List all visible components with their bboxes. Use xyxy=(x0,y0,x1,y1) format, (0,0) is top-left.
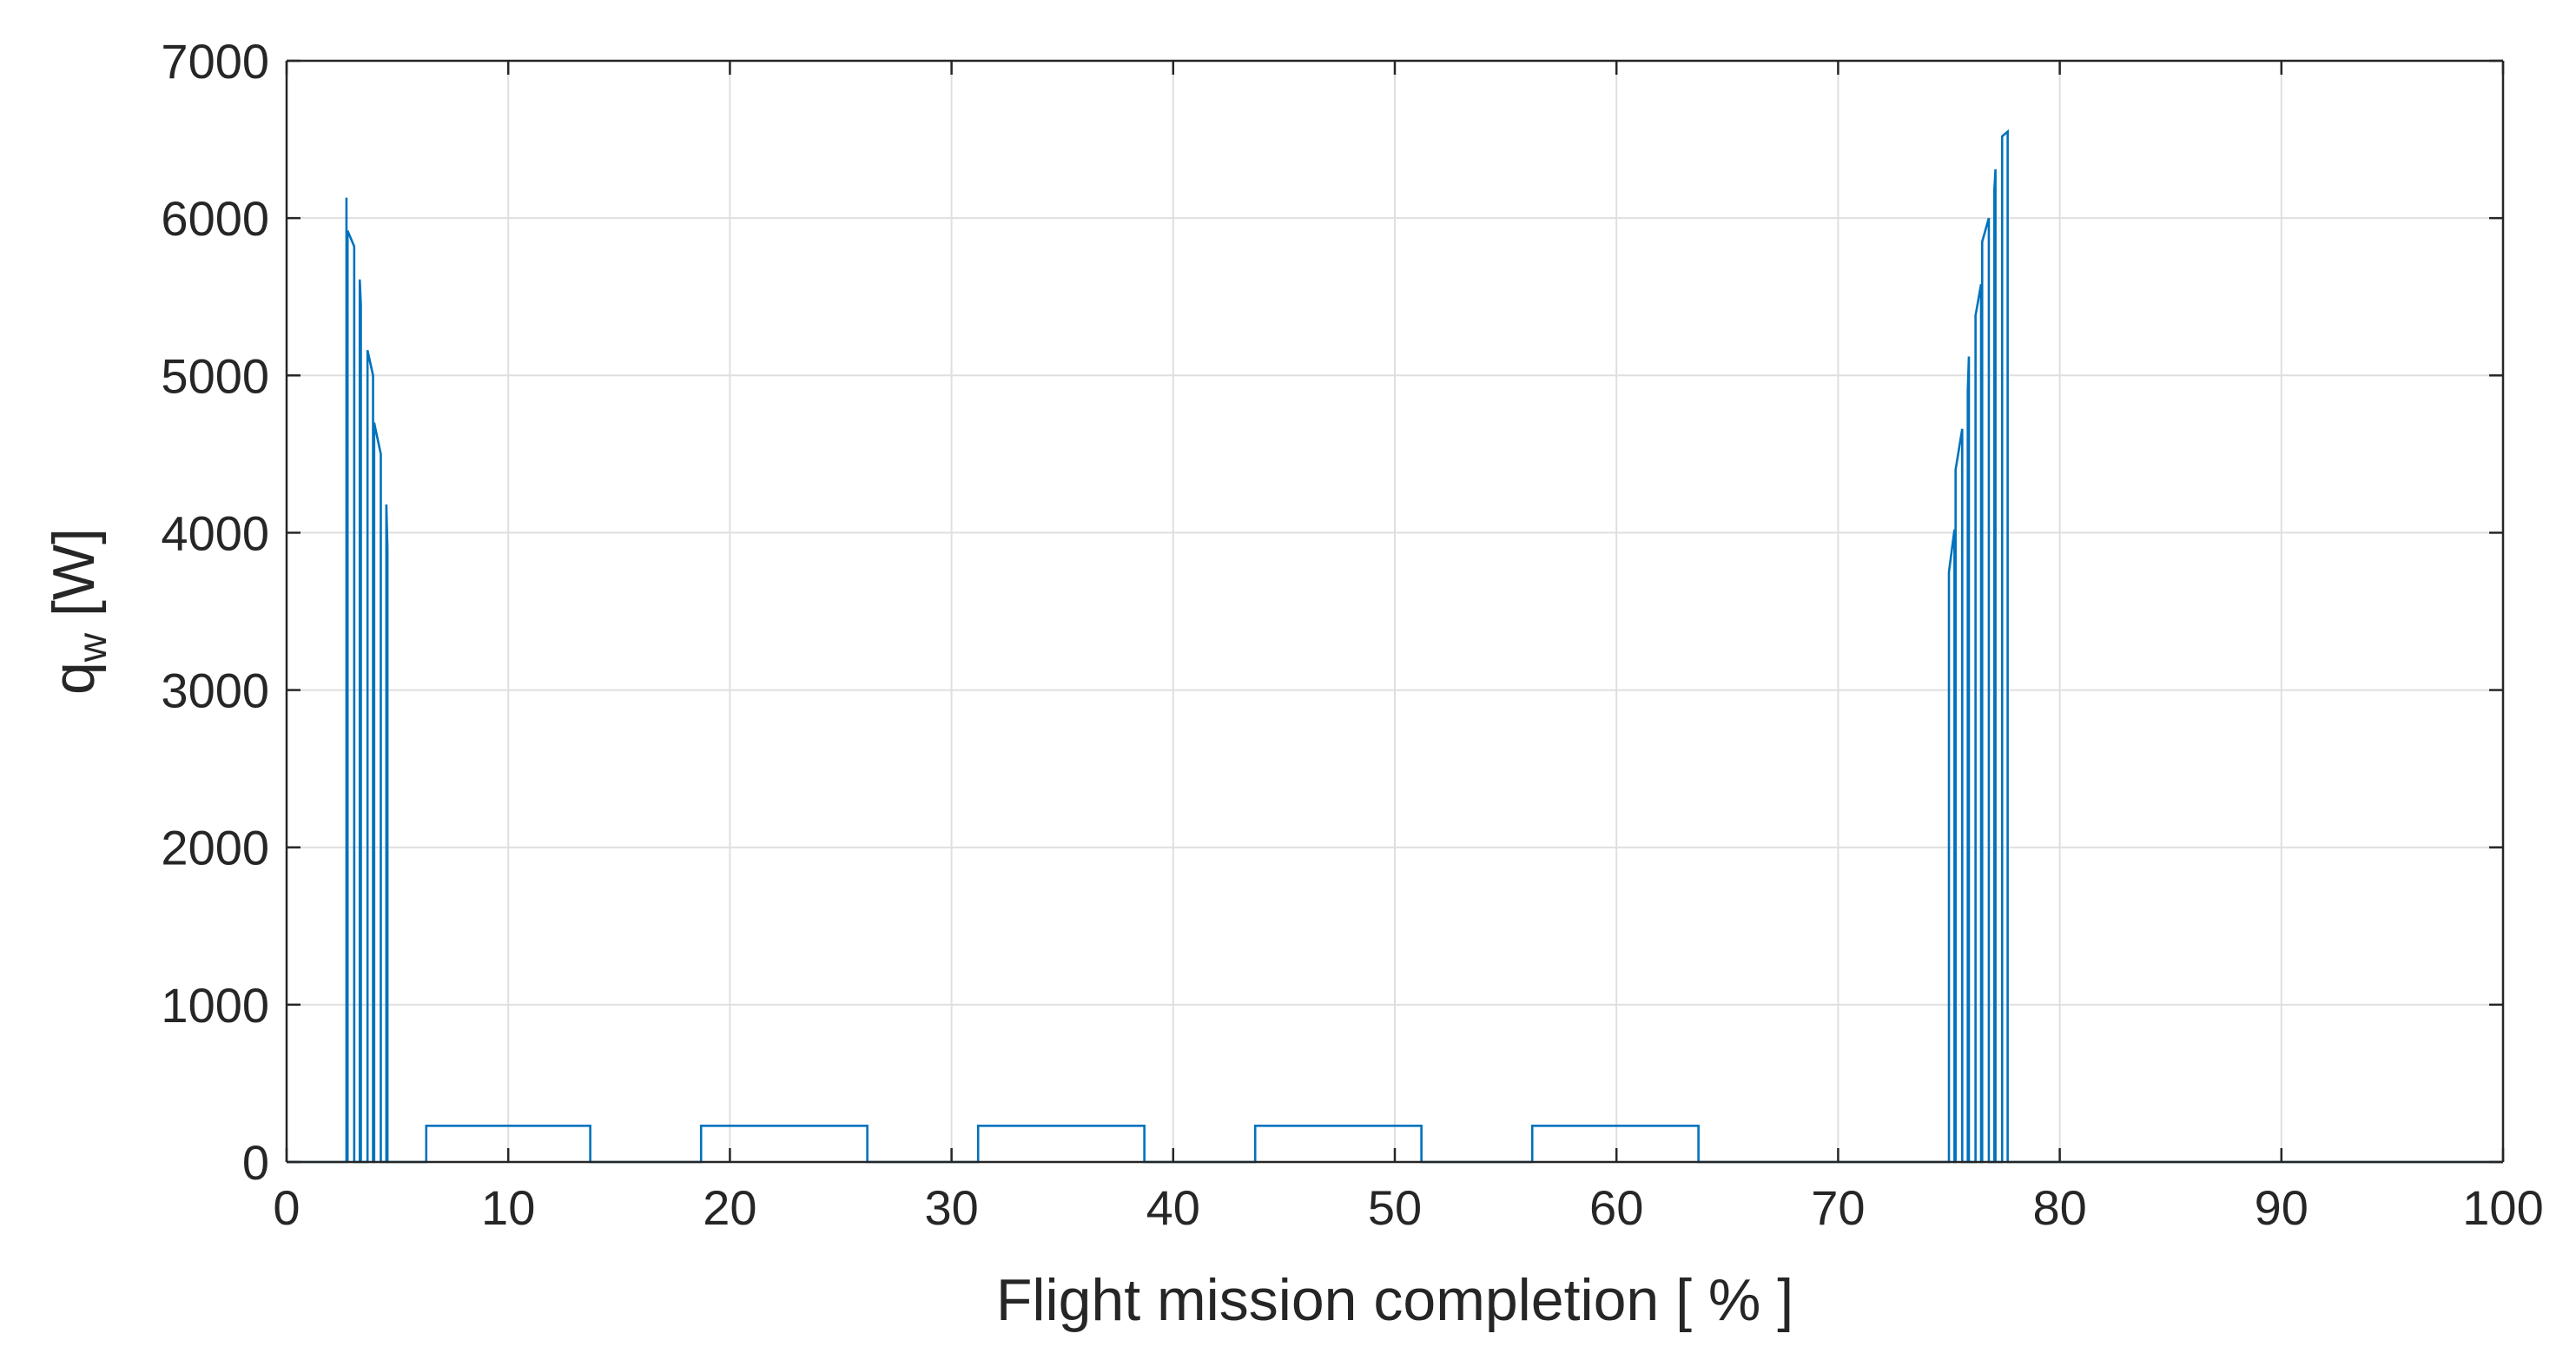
y-tick-label-1: 1000 xyxy=(161,978,269,1033)
axes xyxy=(285,59,2505,1164)
y-axis-label: qw [W] xyxy=(41,528,115,695)
x-tick-label-2: 20 xyxy=(703,1180,756,1235)
y-tick-label-2: 2000 xyxy=(161,821,269,875)
x-tick-label-6: 60 xyxy=(1589,1180,1643,1235)
y-axis-label-unit: [W] xyxy=(41,528,107,633)
x-tick-labels: 0 10 20 30 40 50 60 70 80 90 100 xyxy=(273,1180,2543,1235)
y-tick-label-5: 5000 xyxy=(161,348,269,403)
y-tick-label-0: 0 xyxy=(242,1135,269,1190)
x-tick-label-9: 90 xyxy=(2255,1180,2308,1235)
x-tick-label-10: 100 xyxy=(2462,1180,2543,1235)
x-tick-label-4: 40 xyxy=(1146,1180,1200,1235)
x-tick-label-8: 80 xyxy=(2032,1180,2086,1235)
y-tick-labels: 0 1000 2000 3000 4000 5000 6000 7000 xyxy=(161,34,269,1190)
x-tick-label-3: 30 xyxy=(924,1180,978,1235)
grid-lines xyxy=(287,61,2503,1162)
y-tick-label-6: 6000 xyxy=(161,191,269,246)
x-tick-label-1: 10 xyxy=(481,1180,535,1235)
y-axis-label-main: q xyxy=(41,662,107,695)
y-tick-label-3: 3000 xyxy=(161,663,269,718)
x-tick-label-7: 70 xyxy=(1811,1180,1865,1235)
y-tick-label-7: 7000 xyxy=(161,34,269,89)
x-axis-label: Flight mission completion [ % ] xyxy=(996,1267,1793,1333)
y-tick-label-4: 4000 xyxy=(161,505,269,560)
x-tick-label-5: 50 xyxy=(1368,1180,1422,1235)
y-axis-label-subscript: w xyxy=(69,632,115,663)
x-tick-label-0: 0 xyxy=(273,1180,300,1235)
